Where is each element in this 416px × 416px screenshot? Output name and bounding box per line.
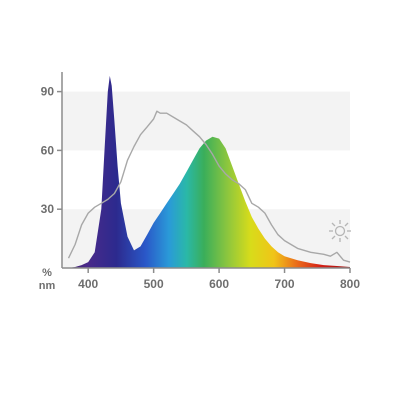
axes — [61, 72, 350, 269]
y-axis-ticks: 90 60 30 — [41, 85, 62, 216]
reference-line — [67, 110, 351, 263]
x-tick-label-500: 500 — [144, 277, 164, 291]
x-tick-label-600: 600 — [209, 277, 229, 291]
x-tick-label-700: 700 — [275, 277, 295, 291]
y-unit-label: % — [42, 267, 52, 279]
spectrum-area — [68, 75, 350, 269]
y-tick-label-30: 30 — [41, 202, 55, 216]
x-tick-label-800: 800 — [340, 277, 360, 291]
x-unit-label: nm — [39, 280, 56, 292]
spectrum-fill — [68, 75, 350, 269]
x-axis-ticks: 400 500 600 700 800 — [78, 268, 360, 291]
reference-curve — [67, 110, 351, 263]
y-tick-label-90: 90 — [41, 85, 55, 99]
sun-outline-icon — [329, 220, 351, 242]
y-tick-label-60: 60 — [41, 143, 55, 157]
x-tick-label-400: 400 — [78, 277, 98, 291]
